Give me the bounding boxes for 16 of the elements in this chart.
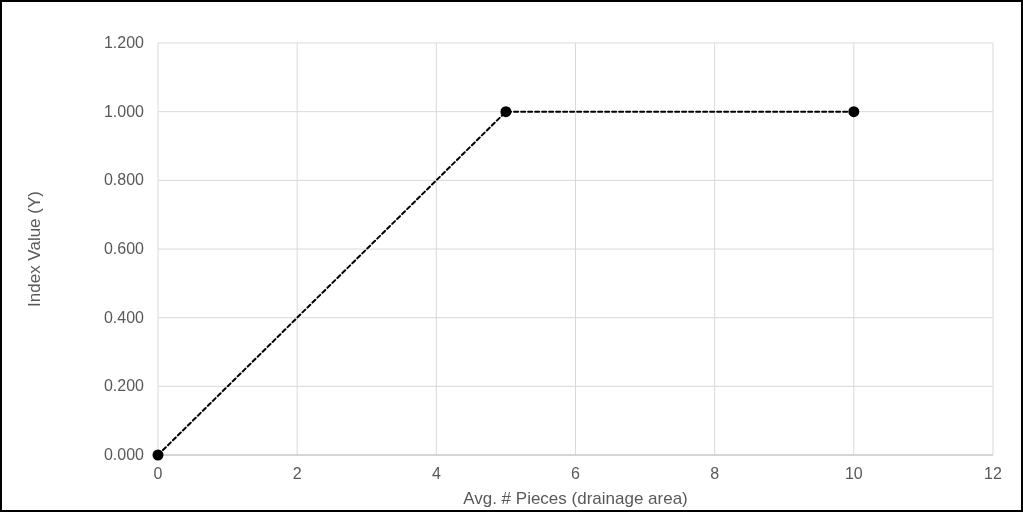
x-tick-label: 4	[431, 465, 441, 482]
x-tick-label: 0	[153, 465, 163, 482]
y-tick-label: 0.200	[103, 377, 145, 395]
y-axis-title: Index Value (Y)	[25, 191, 44, 307]
y-tick-label: 0.800	[103, 171, 145, 189]
y-tick-label: 0.000	[103, 446, 145, 463]
x-tick-label: 6	[571, 465, 581, 482]
y-tick-label: 1.000	[103, 102, 145, 120]
x-axis-title: Avg. # Pieces (drainage area)	[463, 489, 688, 508]
y-tick-label: 0.400	[103, 308, 145, 326]
y-tick-label: 1.200	[103, 34, 145, 51]
y-tick-label: 0.600	[103, 240, 145, 257]
x-tick-label: 10	[844, 465, 863, 482]
x-tick-label: 2	[292, 465, 302, 482]
x-tick-label: 8	[710, 465, 720, 482]
x-tick-label: 12	[984, 465, 1002, 482]
